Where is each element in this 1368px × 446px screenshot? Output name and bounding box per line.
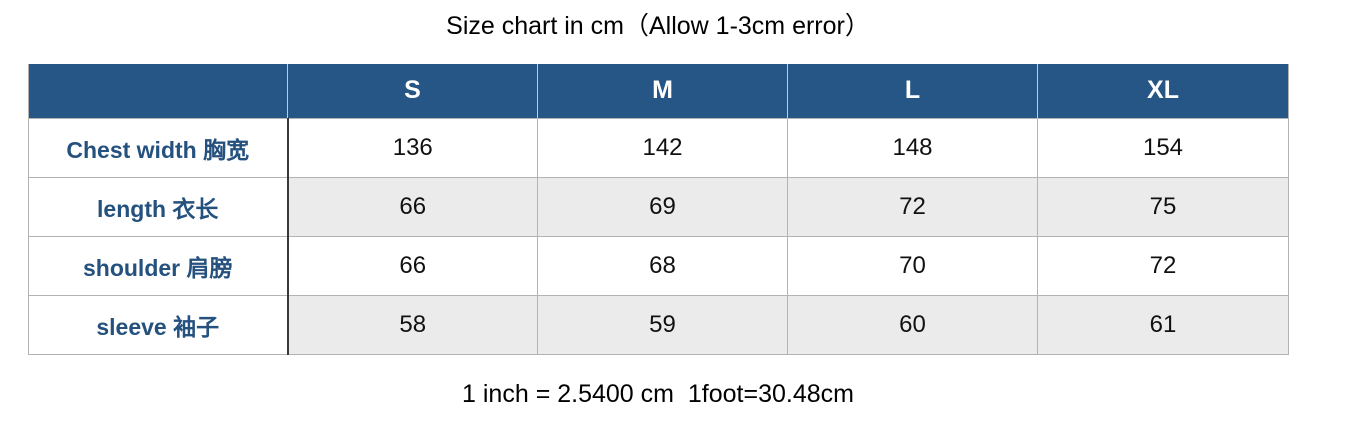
- column-header-s: S: [287, 64, 538, 118]
- cell-length-m: 69: [537, 176, 788, 237]
- cell-chest-l: 148: [787, 117, 1038, 178]
- cell-chest-m: 142: [537, 117, 788, 178]
- row-label-chest-width: Chest width 胸宽: [28, 117, 289, 178]
- row-label-shoulder: shoulder 肩膀: [28, 235, 289, 296]
- table-row-shoulder: shoulder 肩膀 66 68 70 72: [28, 235, 1289, 296]
- column-header-l: L: [787, 64, 1038, 118]
- page-title: Size chart in cm（Allow 1-3cm error）: [446, 12, 870, 40]
- cell-length-s: 66: [287, 176, 538, 237]
- cell-length-xl: 75: [1037, 176, 1289, 237]
- cell-sleeve-m: 59: [537, 294, 788, 355]
- size-chart-table: S M L XL Chest width 胸宽 136 142 148 154 …: [28, 64, 1289, 355]
- column-header-xl: XL: [1037, 64, 1289, 118]
- table-row-length: length 衣长 66 69 72 75: [28, 176, 1289, 237]
- column-header-m: M: [537, 64, 788, 118]
- header-row: S M L XL: [28, 64, 1289, 118]
- cell-sleeve-l: 60: [787, 294, 1038, 355]
- cell-length-l: 72: [787, 176, 1038, 237]
- cell-chest-xl: 154: [1037, 117, 1289, 178]
- cell-shoulder-xl: 72: [1037, 235, 1289, 296]
- row-label-sleeve: sleeve 袖子: [28, 294, 289, 355]
- table-row-chest-width: Chest width 胸宽 136 142 148 154: [28, 117, 1289, 178]
- cell-shoulder-m: 68: [537, 235, 788, 296]
- unit-conversion-note: 1 inch = 2.5400 cm 1foot=30.48cm: [462, 380, 854, 408]
- table-row-sleeve: sleeve 袖子 58 59 60 61: [28, 294, 1289, 355]
- cell-sleeve-s: 58: [287, 294, 538, 355]
- cell-shoulder-s: 66: [287, 235, 538, 296]
- row-label-length: length 衣长: [28, 176, 289, 237]
- cell-sleeve-xl: 61: [1037, 294, 1289, 355]
- corner-cell: [28, 64, 288, 118]
- cell-chest-s: 136: [287, 117, 538, 178]
- cell-shoulder-l: 70: [787, 235, 1038, 296]
